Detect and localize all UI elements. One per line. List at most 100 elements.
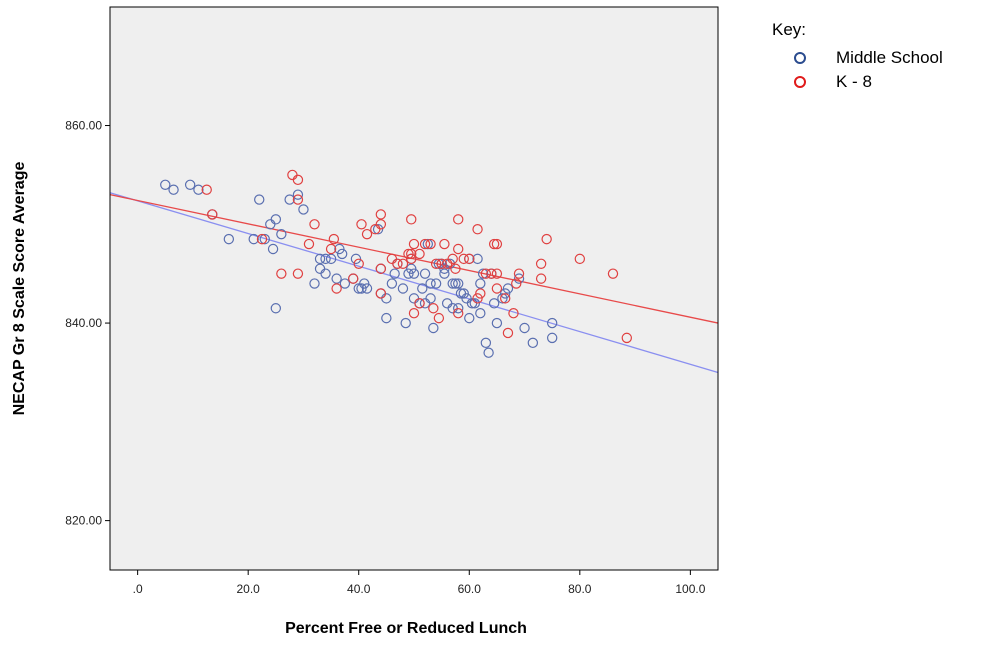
circle-marker-icon: [794, 76, 806, 88]
data-point-k-8: [361, 228, 373, 240]
data-point-middle-school: [453, 303, 464, 314]
data-point-middle-school: [270, 303, 282, 314]
legend: Key: Middle School K - 8: [772, 20, 943, 94]
data-point-k-8: [511, 278, 522, 289]
data-point-middle-school: [325, 253, 337, 265]
data-point-k-8: [453, 214, 464, 225]
data-point-middle-school: [160, 179, 171, 190]
data-point-middle-school: [546, 317, 558, 329]
data-point-k-8: [256, 233, 268, 245]
data-point-middle-school: [406, 263, 417, 274]
data-point-k-8: [541, 233, 552, 245]
data-point-k-8: [464, 253, 475, 265]
data-point-k-8: [414, 298, 425, 309]
data-point-k-8: [430, 258, 442, 270]
data-point-k-8: [439, 238, 450, 250]
data-point-middle-school: [439, 268, 450, 279]
plot-frame: [109, 6, 719, 571]
legend-title: Key:: [772, 20, 807, 39]
data-point-middle-school: [320, 268, 331, 279]
axes: .0 20.0 40.0 60.0 80.0 100.0 820.00 840.00 860.0…: [65, 6, 719, 596]
data-point-middle-school: [458, 288, 469, 299]
data-point-k-8: [419, 238, 431, 250]
data-point-middle-school: [320, 253, 331, 265]
data-point-middle-school: [284, 194, 295, 205]
data-point-k-8: [392, 258, 403, 270]
data-point-middle-school: [475, 278, 486, 289]
data-point-middle-school: [339, 278, 351, 289]
x-tick-label: 40.0: [347, 582, 371, 596]
data-point-k-8: [475, 288, 486, 299]
data-point-k-8: [292, 194, 304, 205]
data-point-k-8: [488, 238, 500, 250]
data-point-k-8: [535, 258, 547, 270]
data-point-k-8: [508, 307, 519, 319]
legend-item-k-8: K - 8: [772, 70, 943, 94]
x-tick-label: 60.0: [458, 582, 482, 596]
data-point-k-8: [472, 293, 483, 304]
data-point-k-8: [428, 303, 439, 314]
y-tick-label: 860.00: [65, 119, 102, 133]
data-point-middle-school: [298, 204, 309, 215]
data-point-k-8: [500, 293, 511, 304]
data-point-middle-school: [356, 283, 367, 294]
data-point-middle-school: [447, 278, 458, 289]
data-point-k-8: [453, 243, 464, 255]
data-point-middle-school: [403, 268, 414, 279]
data-point-middle-school: [480, 337, 492, 349]
data-point-k-8: [491, 238, 503, 250]
data-point-middle-school: [422, 238, 434, 250]
fit-lines: [109, 192, 719, 374]
data-point-middle-school: [527, 337, 539, 349]
data-point-middle-school: [450, 278, 461, 289]
data-point-k-8: [513, 268, 525, 279]
data-point-k-8: [425, 238, 436, 250]
x-tick-label: .0: [133, 582, 143, 596]
data-point-middle-school: [417, 283, 428, 294]
data-point-middle-school: [425, 278, 436, 289]
data-point-k-8: [491, 268, 503, 279]
data-point-middle-school: [389, 268, 400, 279]
data-point-middle-school: [430, 278, 442, 289]
data-point-k-8: [207, 209, 218, 220]
x-tick-label: 80.0: [568, 582, 592, 596]
data-point-k-8: [621, 332, 633, 344]
y-axis-label: NECAP Gr 8 Scale Score Average: [11, 162, 28, 416]
fit-line-middle-school: [109, 192, 719, 374]
data-point-middle-school: [386, 278, 398, 289]
data-point-middle-school: [546, 332, 558, 344]
x-tick-label: 100.0: [675, 582, 705, 596]
data-point-middle-school: [381, 312, 392, 324]
data-point-k-8: [353, 258, 364, 270]
legend-label: K - 8: [836, 72, 872, 91]
legend-item-middle-school: Middle School: [772, 46, 943, 70]
data-point-k-8: [480, 268, 492, 279]
data-point-k-8: [607, 268, 619, 279]
data-point-middle-school: [331, 273, 342, 284]
data-points: [160, 169, 633, 358]
data-point-middle-school: [408, 268, 420, 279]
data-point-k-8: [450, 263, 461, 274]
data-point-middle-school: [248, 233, 259, 245]
data-point-middle-school: [419, 268, 431, 279]
data-point-middle-school: [500, 288, 511, 299]
data-point-middle-school: [372, 224, 384, 235]
x-tick-label: 20.0: [237, 582, 261, 596]
data-point-k-8: [502, 327, 514, 339]
data-point-k-8: [375, 219, 387, 230]
fit-line-k-8: [109, 194, 719, 324]
data-point-middle-school: [223, 233, 235, 245]
data-point-k-8: [491, 283, 503, 294]
data-point-middle-school: [453, 278, 464, 289]
data-point-middle-school: [483, 347, 494, 358]
data-point-k-8: [375, 209, 387, 220]
data-point-k-8: [375, 288, 387, 299]
data-point-k-8: [292, 174, 304, 186]
data-point-k-8: [375, 263, 387, 274]
plot-area: [110, 7, 718, 570]
data-point-k-8: [436, 258, 447, 270]
data-point-middle-school: [477, 268, 489, 279]
data-point-middle-school: [276, 228, 287, 240]
data-point-k-8: [453, 307, 464, 319]
